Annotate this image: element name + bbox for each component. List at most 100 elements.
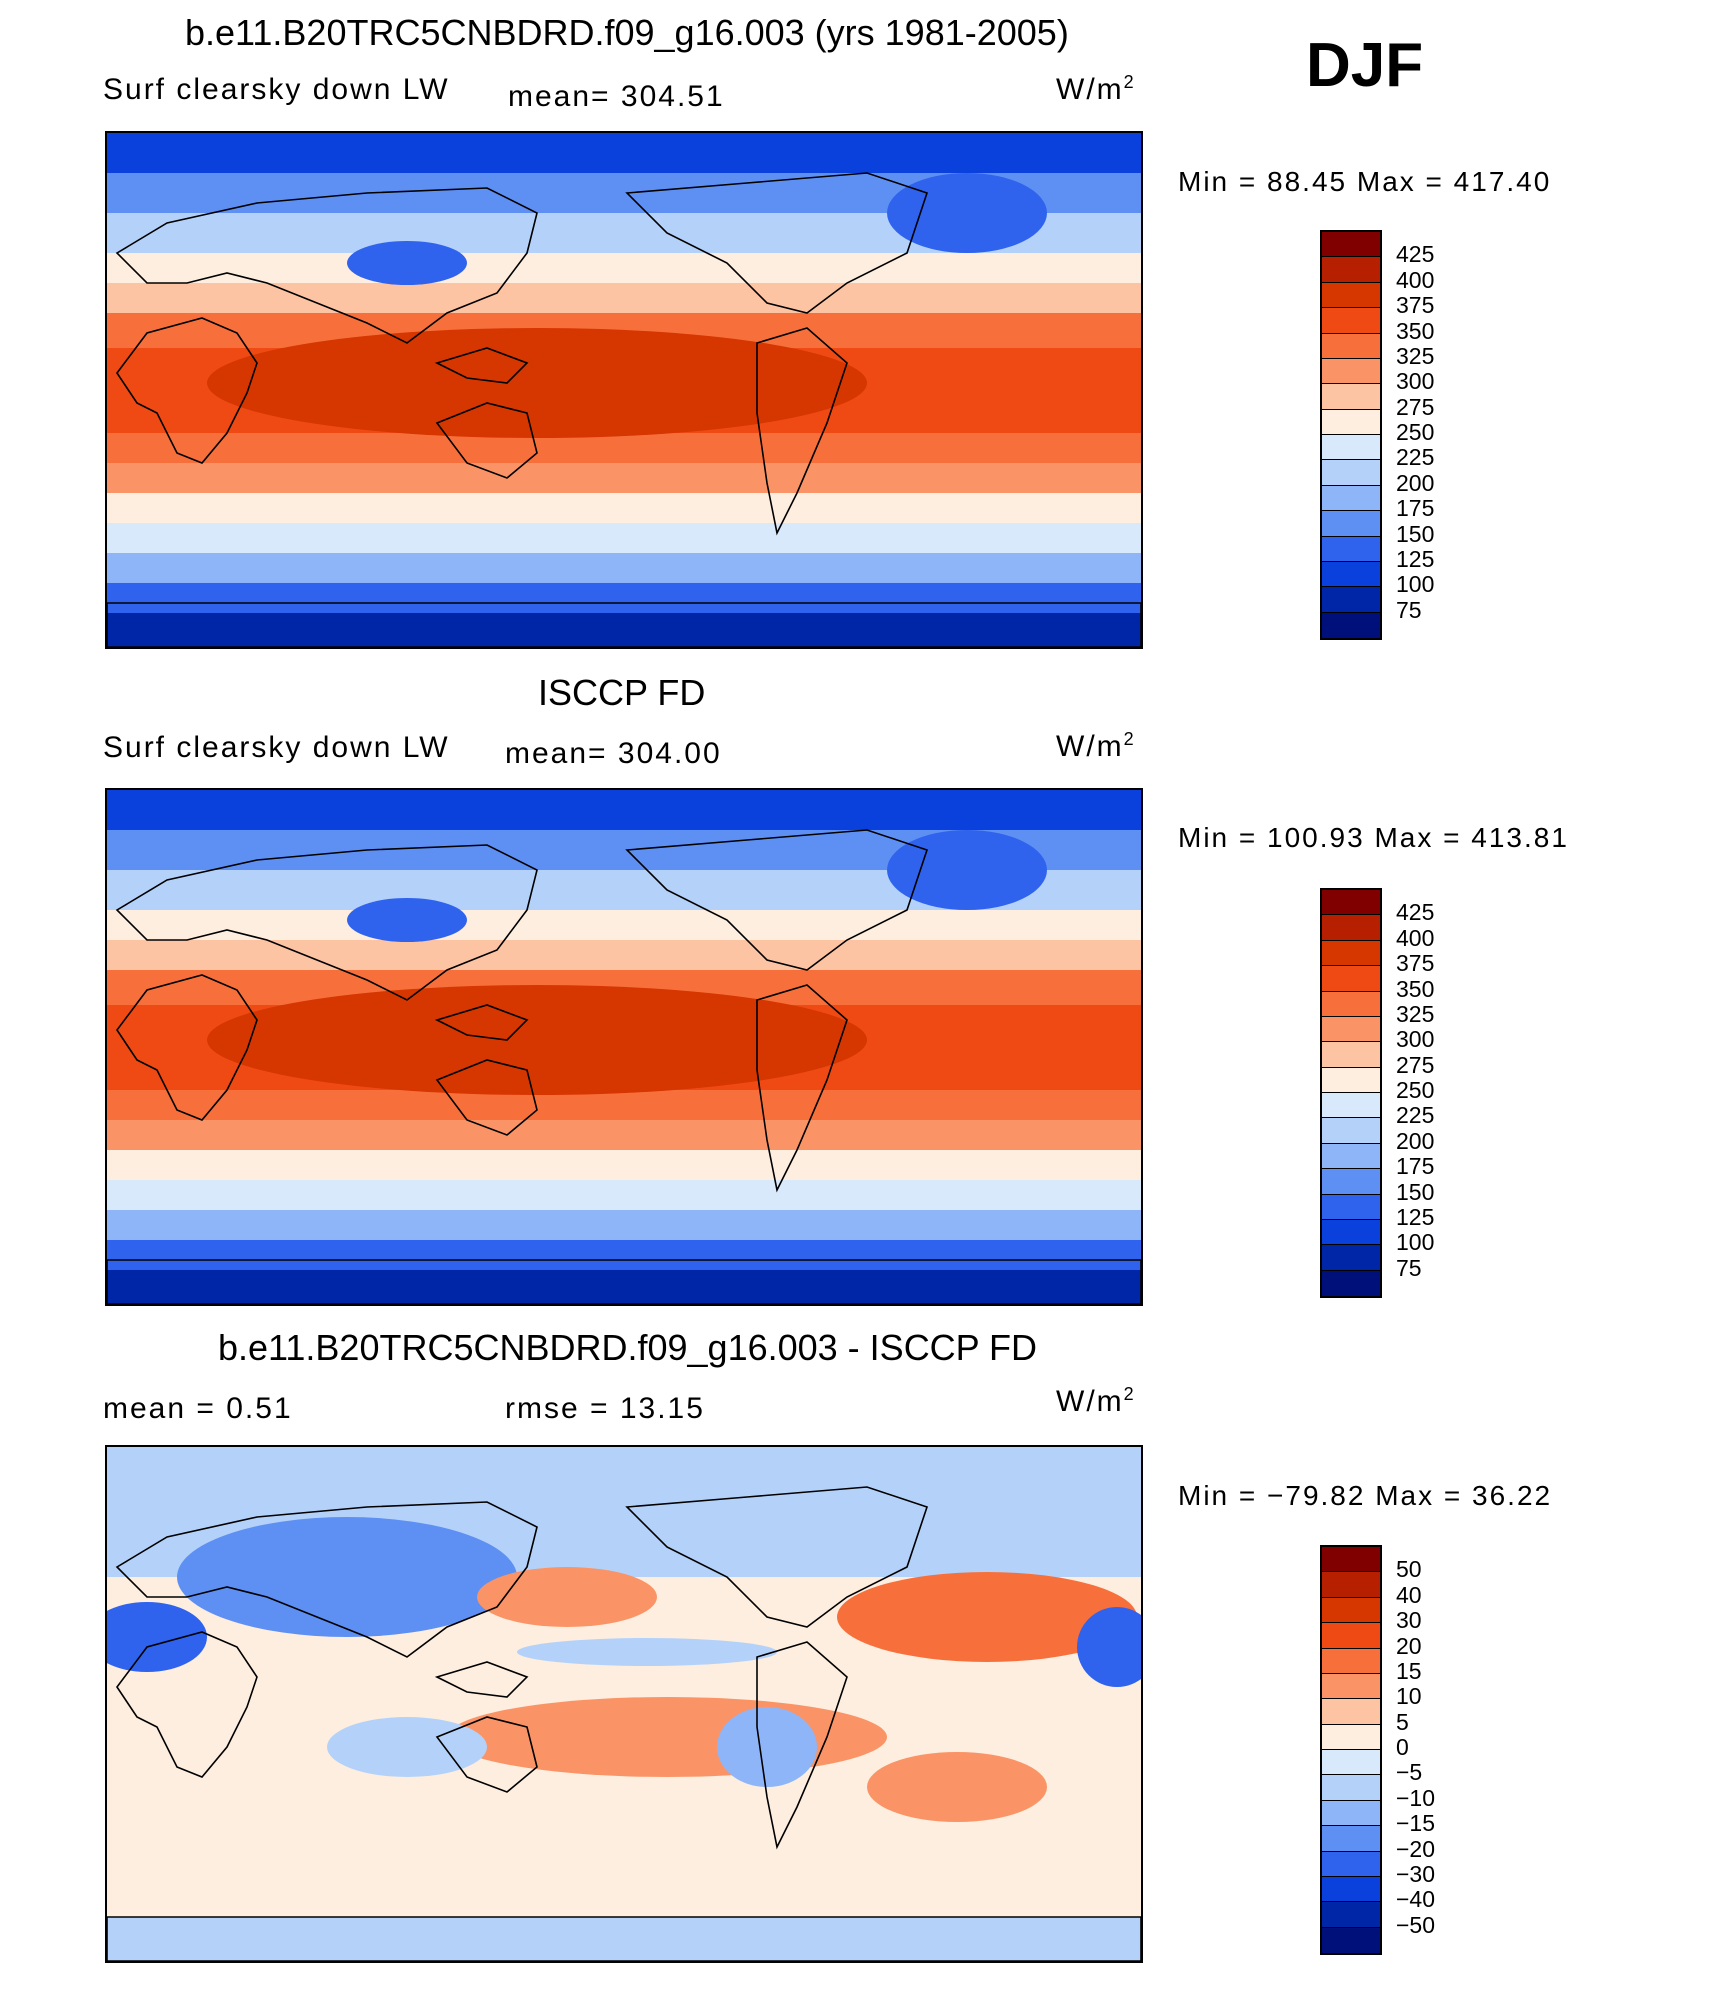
- colorbar-swatch: [1322, 1169, 1380, 1195]
- panel-3-minmax: Min = −79.82 Max = 36.22: [1178, 1480, 1553, 1511]
- colorbar-swatch: [1322, 1623, 1380, 1649]
- colorbar-tick-label: 400: [1396, 266, 1435, 293]
- colorbar-swatch: [1322, 282, 1380, 309]
- colorbar-swatch: [1322, 1800, 1380, 1827]
- colorbar-tick-label: 75: [1396, 596, 1422, 623]
- colorbar-swatch: [1322, 511, 1380, 537]
- colorbar-tick-label: 50: [1396, 1556, 1422, 1583]
- colorbar-swatch: [1322, 1648, 1380, 1674]
- panel-2-units: W/m2: [1056, 729, 1136, 763]
- panel-2-minmax: Min = 100.93 Max = 413.81: [1178, 822, 1569, 853]
- colorbar-swatch: [1322, 915, 1380, 941]
- colorbar-tick-label: 400: [1396, 924, 1435, 951]
- colorbar-tick-label: 10: [1396, 1683, 1422, 1710]
- colorbar-swatch: [1322, 587, 1380, 613]
- colorbar-tick-label: 425: [1396, 241, 1435, 268]
- panel-1-map: [105, 131, 1143, 649]
- colorbar-swatch: [1322, 232, 1380, 258]
- colorbar-tick-label: 225: [1396, 1102, 1435, 1129]
- panel-3-rmse-label: rmse = 13.15: [505, 1392, 705, 1425]
- colorbar-swatch: [1322, 1750, 1380, 1776]
- colorbar-swatch: [1322, 460, 1380, 486]
- colorbar-swatch: [1322, 966, 1380, 992]
- panel-1-title: b.e11.B20TRC5CNBDRD.f09_g16.003 (yrs 198…: [185, 12, 1069, 53]
- panel-3-mean-label: mean = 0.51: [103, 1392, 293, 1425]
- colorbar-tick-label: 200: [1396, 1127, 1435, 1154]
- colorbar-tick-label: 150: [1396, 520, 1435, 547]
- colorbar-swatch: [1322, 1042, 1380, 1068]
- panel-1-colorbar: [1320, 230, 1382, 640]
- colorbar-tick-label: 100: [1396, 571, 1435, 598]
- colorbar-swatch: [1322, 1245, 1380, 1271]
- colorbar-swatch: [1322, 485, 1380, 512]
- colorbar-swatch: [1322, 536, 1380, 562]
- panel-1-mean-label: mean= 304.51: [508, 80, 725, 113]
- colorbar-swatch: [1322, 1851, 1380, 1877]
- panel-2-map: [105, 788, 1143, 1306]
- colorbar-swatch: [1322, 1876, 1380, 1903]
- panel-2-mean-label: mean= 304.00: [505, 737, 722, 770]
- colorbar-swatch: [1322, 561, 1380, 588]
- colorbar-tick-label: 300: [1396, 368, 1435, 395]
- colorbar-tick-label: −5: [1396, 1759, 1423, 1786]
- colorbar-tick-label: 375: [1396, 950, 1435, 977]
- colorbar-tick-label: −30: [1396, 1860, 1436, 1887]
- colorbar-tick-label: 350: [1396, 975, 1435, 1002]
- colorbar-swatch: [1322, 1775, 1380, 1801]
- colorbar-swatch: [1322, 1826, 1380, 1852]
- colorbar-tick-label: 175: [1396, 495, 1435, 522]
- colorbar-swatch: [1322, 1219, 1380, 1246]
- colorbar-swatch: [1322, 409, 1380, 435]
- colorbar-swatch: [1322, 1547, 1380, 1573]
- colorbar-swatch: [1322, 435, 1380, 461]
- colorbar-tick-label: −20: [1396, 1835, 1436, 1862]
- colorbar-swatch: [1322, 1597, 1380, 1624]
- colorbar-tick-label: 200: [1396, 469, 1435, 496]
- colorbar-swatch: [1322, 991, 1380, 1017]
- colorbar-tick-label: −15: [1396, 1810, 1436, 1837]
- colorbar-swatch: [1322, 1118, 1380, 1144]
- colorbar-tick-label: −40: [1396, 1886, 1436, 1913]
- colorbar-swatch: [1322, 308, 1380, 334]
- colorbar-swatch: [1322, 1270, 1380, 1296]
- panel-3-contour-field: [107, 1447, 1141, 1961]
- colorbar-tick-label: 300: [1396, 1026, 1435, 1053]
- colorbar-tick-label: 20: [1396, 1632, 1422, 1659]
- panel-2-colorbar: [1320, 888, 1382, 1298]
- colorbar-tick-label: 75: [1396, 1254, 1422, 1281]
- colorbar-tick-label: 125: [1396, 1203, 1435, 1230]
- panel-3-units: W/m2: [1056, 1384, 1136, 1418]
- colorbar-swatch: [1322, 1673, 1380, 1700]
- colorbar-swatch: [1322, 333, 1380, 359]
- colorbar-tick-label: −10: [1396, 1784, 1436, 1811]
- panel-2-variable-label: Surf clearsky down LW: [103, 731, 450, 764]
- panel-1-contour-field: [107, 133, 1141, 647]
- colorbar-swatch: [1322, 940, 1380, 967]
- colorbar-swatch: [1322, 1927, 1380, 1953]
- colorbar-tick-label: 250: [1396, 419, 1435, 445]
- panel-3-title: b.e11.B20TRC5CNBDRD.f09_g16.003 - ISCCP …: [218, 1327, 1038, 1368]
- colorbar-tick-label: 250: [1396, 1077, 1435, 1103]
- colorbar-swatch: [1322, 890, 1380, 916]
- colorbar-tick-label: 150: [1396, 1178, 1435, 1205]
- colorbar-swatch: [1322, 1699, 1380, 1725]
- panel-1-variable-label: Surf clearsky down LW: [103, 73, 450, 106]
- colorbar-swatch: [1322, 1724, 1380, 1750]
- colorbar-swatch: [1322, 257, 1380, 283]
- colorbar-swatch: [1322, 1143, 1380, 1170]
- colorbar-tick-label: 30: [1396, 1607, 1422, 1634]
- season-label: DJF: [1306, 31, 1424, 100]
- colorbar-tick-label: 175: [1396, 1153, 1435, 1180]
- colorbar-tick-label: 40: [1396, 1581, 1422, 1608]
- panel-2-contour-field: [107, 790, 1141, 1304]
- panel-3-colorbar: [1320, 1545, 1382, 1955]
- colorbar-tick-label: 275: [1396, 393, 1435, 420]
- panel-3-map: [105, 1445, 1143, 1963]
- colorbar-swatch: [1322, 1194, 1380, 1220]
- colorbar-tick-label: 100: [1396, 1229, 1435, 1256]
- colorbar-tick-label: 425: [1396, 899, 1435, 926]
- colorbar-tick-label: 275: [1396, 1051, 1435, 1078]
- panel-2-title: ISCCP FD: [538, 672, 706, 713]
- colorbar-swatch: [1322, 1093, 1380, 1119]
- colorbar-tick-label: 5: [1396, 1708, 1409, 1735]
